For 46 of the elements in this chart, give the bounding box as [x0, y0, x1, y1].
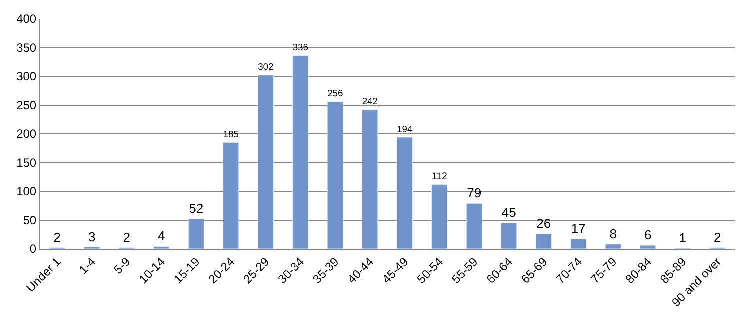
bar — [223, 142, 240, 249]
bar — [258, 75, 274, 249]
data-label: 17 — [571, 221, 586, 236]
data-label: 256 — [328, 88, 344, 99]
data-label: 242 — [362, 96, 378, 107]
data-label: 79 — [467, 186, 482, 201]
data-label: 2 — [123, 230, 130, 245]
data-label: 8 — [610, 226, 617, 242]
bar — [640, 245, 656, 249]
y-tick-label: 200 — [16, 127, 37, 142]
bar — [362, 110, 378, 249]
bar — [501, 222, 518, 249]
x-tick-label: 1-4 — [76, 254, 99, 278]
data-label: 302 — [258, 62, 274, 72]
y-tick-label: 0 — [30, 242, 37, 256]
bar — [605, 244, 622, 249]
y-tick-label: 150 — [16, 156, 37, 170]
x-tick-label: 5-9 — [111, 254, 134, 278]
y-tick-label: 400 — [16, 12, 37, 26]
data-label: 185 — [223, 129, 239, 140]
bar — [536, 234, 552, 249]
bar — [188, 218, 204, 249]
bar — [327, 102, 344, 249]
y-tick-label: 300 — [16, 70, 37, 84]
bar — [432, 184, 448, 249]
y-tick-label: 50 — [23, 213, 37, 228]
bar — [292, 56, 309, 249]
data-label: 4 — [158, 228, 166, 244]
data-label: 2 — [714, 230, 722, 245]
data-label: 336 — [292, 42, 308, 53]
data-label: 52 — [189, 201, 204, 216]
y-tick-label: 100 — [16, 184, 37, 199]
data-label: 45 — [502, 205, 516, 220]
data-label: 3 — [88, 229, 96, 244]
bar — [396, 137, 413, 249]
data-label: 1 — [679, 230, 686, 246]
y-tick-label: 350 — [16, 40, 37, 55]
bar — [466, 203, 482, 249]
bar — [154, 246, 170, 249]
data-label: 2 — [54, 230, 61, 245]
data-label: 112 — [432, 171, 448, 182]
data-label: 6 — [644, 228, 652, 243]
data-label: 26 — [536, 216, 552, 232]
data-label: 194 — [397, 124, 413, 134]
y-tick-label: 250 — [16, 98, 37, 112]
bar — [570, 238, 587, 249]
